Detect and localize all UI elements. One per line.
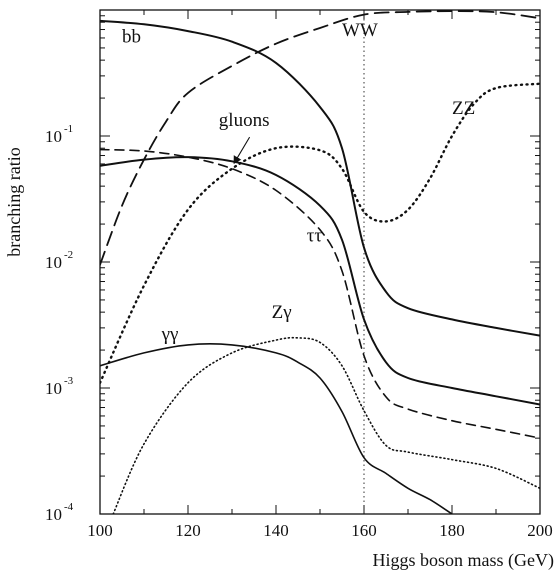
series-label-4: ττ <box>307 226 323 247</box>
x-axis-title: Higgs boson mass (GeV) <box>373 550 555 571</box>
x-tick-label: 200 <box>527 521 553 540</box>
y-tick-exponent: -3 <box>64 375 74 387</box>
x-tick-label: 120 <box>175 521 201 540</box>
series-label-2: ZZ <box>452 98 475 119</box>
y-tick-label: 10 <box>45 253 62 272</box>
series-label-6: γγ <box>161 324 179 345</box>
x-axis-tick-labels: 100 120 140 160 180 200 <box>87 521 553 540</box>
series-label-3: gluons <box>219 110 270 131</box>
series-line-5 <box>112 336 540 514</box>
y-tick-exponent: -4 <box>64 501 74 513</box>
y-axis-tick-labels: 10-110-210-310-4 <box>45 123 74 524</box>
x-tick-label: 180 <box>439 521 465 540</box>
x-tick-label: 100 <box>87 521 113 540</box>
series-label-1: WW <box>342 20 378 41</box>
series-line-0 <box>100 19 540 337</box>
x-tick-label: 140 <box>263 521 289 540</box>
series-label-0: bb <box>122 27 141 48</box>
series-curves <box>100 10 540 514</box>
y-axis-title: branching ratio <box>4 147 24 256</box>
series-labels: bb WW ZZ gluons ττ Zγ γγ <box>122 20 475 345</box>
series-line-2 <box>100 82 540 384</box>
plot-frame <box>99 9 541 515</box>
plot-area: bb WW ZZ gluons ττ Zγ γγ <box>99 9 541 515</box>
series-line-6 <box>100 343 453 514</box>
y-tick-label: 10 <box>45 379 62 398</box>
axis-ticks <box>99 10 541 515</box>
x-tick-label: 160 <box>351 521 377 540</box>
y-tick-label: 10 <box>45 505 62 524</box>
y-tick-exponent: -2 <box>64 249 73 261</box>
gluons-annotation-arrow <box>233 136 251 164</box>
series-line-4 <box>100 156 540 406</box>
y-tick-exponent: -1 <box>64 123 73 135</box>
series-line-3 <box>100 148 540 439</box>
y-tick-label: 10 <box>45 127 62 146</box>
series-label-5: Zγ <box>272 302 292 323</box>
